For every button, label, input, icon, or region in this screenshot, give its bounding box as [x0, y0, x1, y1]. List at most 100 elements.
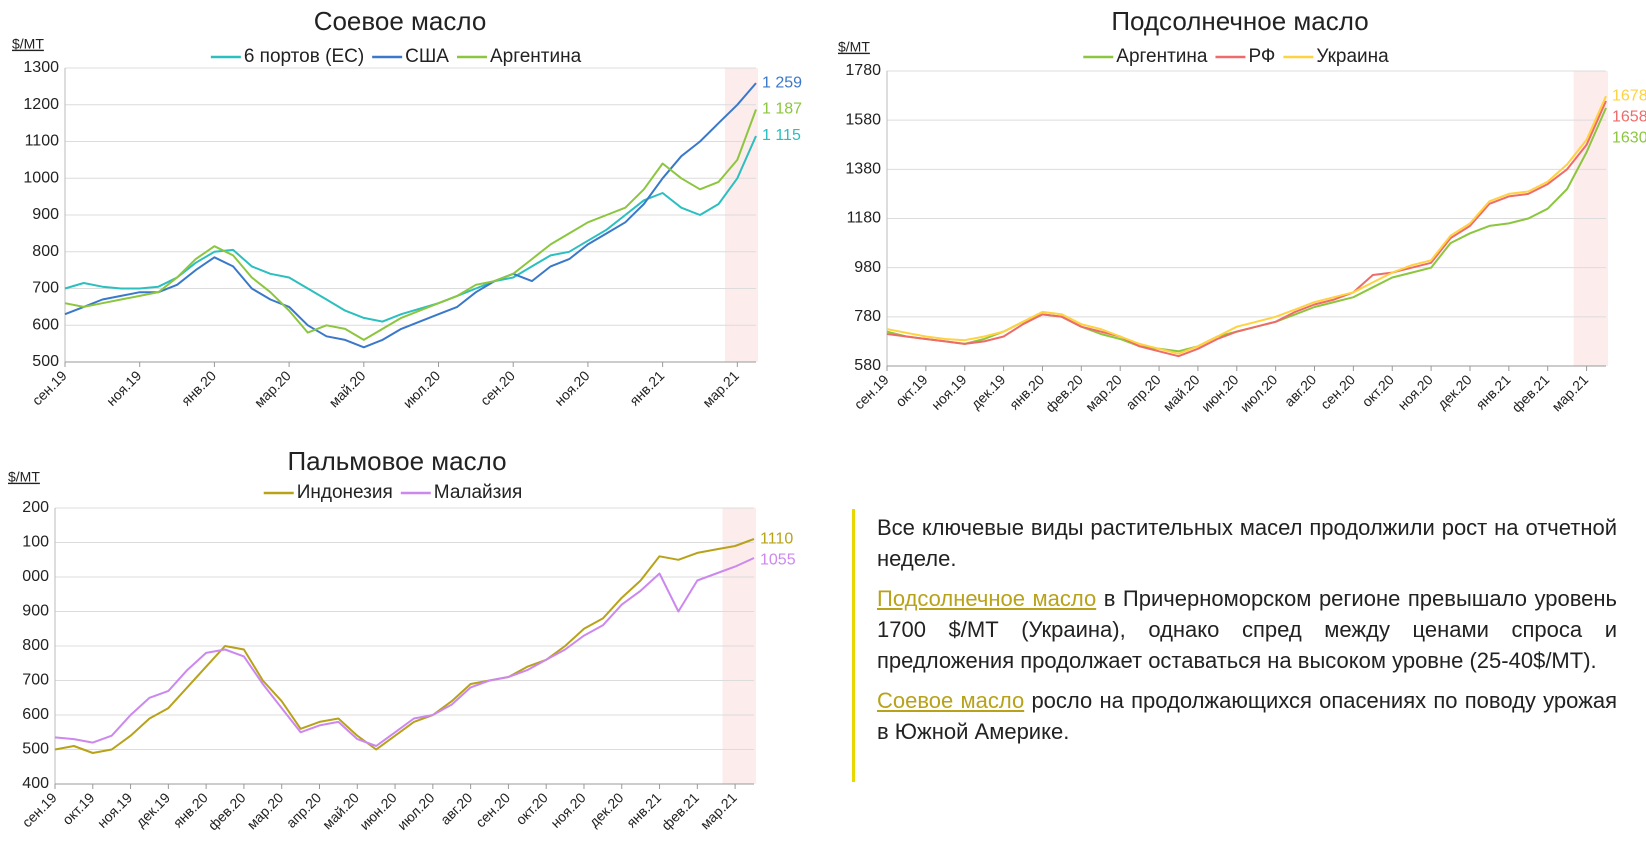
- unit-label: $/МТ: [838, 39, 870, 55]
- y-tick-label: 580: [854, 357, 881, 374]
- y-tick-label: 800: [32, 243, 59, 260]
- y-tick-label: 1300: [23, 59, 59, 76]
- x-tick-label: дек.19: [968, 371, 1009, 412]
- legend-label: РФ: [1248, 46, 1275, 67]
- unit-label: $/МТ: [12, 36, 44, 52]
- chart-title: Соевое масло: [314, 6, 487, 36]
- x-tick-label: ноя.19: [928, 371, 970, 413]
- legend-label: Индонезия: [297, 482, 393, 503]
- x-tick-label: фев.21: [1508, 371, 1552, 415]
- x-tick-label: янв.20: [170, 789, 211, 830]
- x-tick-label: май.20: [326, 367, 369, 410]
- x-tick-label: ноя.20: [547, 789, 589, 831]
- y-tick-label: 1180: [847, 210, 882, 227]
- term: Соевое масло: [877, 688, 1025, 713]
- x-tick-label: апр.20: [1122, 371, 1164, 413]
- legend-label: США: [405, 46, 449, 67]
- x-tick-label: ноя.20: [1394, 371, 1436, 413]
- y-tick-label: 1200: [23, 96, 59, 113]
- x-tick-label: июн.20: [1198, 371, 1242, 415]
- x-tick-label: мар.20: [244, 789, 287, 832]
- x-tick-label: фев.20: [205, 789, 249, 833]
- x-tick-label: фев.21: [658, 789, 702, 833]
- y-tick-label: 700: [22, 672, 49, 689]
- y-tick-label: 200: [22, 499, 49, 516]
- legend-label: Аргентина: [1116, 46, 1208, 67]
- x-tick-label: май.20: [1160, 371, 1203, 414]
- x-tick-label: мар.21: [1548, 371, 1591, 414]
- y-tick-label: 980: [854, 259, 881, 276]
- x-tick-label: янв.21: [1472, 371, 1513, 412]
- paragraph-text: в Причерноморском регионе превышало уров…: [877, 586, 1617, 673]
- y-tick-label: 400: [22, 775, 49, 792]
- end-value-label: 1 187: [762, 101, 802, 118]
- commentary: Все ключевые виды растительных масел про…: [877, 512, 1617, 756]
- y-tick-label: 900: [22, 603, 49, 620]
- chart-title: Пальмовое масло: [287, 446, 506, 476]
- series-line: [886, 107, 1607, 353]
- end-value-label: 1 115: [762, 127, 801, 144]
- x-tick-label: ноя.20: [551, 367, 593, 409]
- y-tick-label: 600: [32, 316, 59, 333]
- x-tick-label: июл.20: [400, 367, 444, 411]
- end-value-label: 1678: [1612, 87, 1646, 104]
- y-tick-label: 1780: [845, 62, 881, 79]
- end-value-label: 1110: [760, 530, 793, 547]
- x-tick-label: янв.20: [1006, 371, 1047, 412]
- accent-bar: [852, 509, 855, 782]
- x-tick-label: май.20: [319, 789, 362, 832]
- x-tick-label: ноя.19: [103, 367, 145, 409]
- x-tick-label: янв.21: [623, 789, 664, 830]
- y-tick-label: 600: [22, 706, 49, 723]
- series-line: [54, 538, 755, 754]
- legend-label: 6 портов (ЕС): [244, 46, 364, 67]
- x-tick-label: сен.19: [19, 789, 60, 830]
- end-value-label: 1630: [1612, 129, 1646, 146]
- y-tick-label: 1580: [845, 111, 881, 128]
- legend-label: Аргентина: [490, 46, 582, 67]
- chart-title: Подсолнечное масло: [1111, 6, 1368, 36]
- x-tick-label: ноя.19: [94, 789, 136, 831]
- y-tick-label: 500: [22, 741, 49, 758]
- paragraph: Подсолнечное масло в Причерноморском рег…: [877, 583, 1617, 676]
- end-value-label: 1658: [1612, 108, 1646, 125]
- series-line: [886, 100, 1607, 358]
- y-tick-label: 800: [22, 637, 49, 654]
- x-tick-label: янв.20: [178, 367, 219, 408]
- x-tick-label: сен.19: [29, 367, 70, 408]
- x-tick-label: окт.19: [59, 789, 98, 828]
- legend-label: Малайзия: [434, 482, 523, 503]
- x-tick-label: дек.20: [586, 789, 627, 830]
- x-tick-label: авг.20: [437, 789, 475, 827]
- y-tick-label: 000: [22, 568, 49, 585]
- y-tick-label: 1380: [845, 161, 881, 178]
- end-value-label: 1055: [760, 551, 796, 568]
- x-tick-label: апр.20: [283, 789, 325, 831]
- x-tick-label: мар.21: [699, 367, 742, 410]
- paragraph-text: росло на продолжающихся опасениях по пов…: [877, 688, 1617, 744]
- x-tick-label: дек.19: [132, 789, 173, 830]
- series-line: [64, 135, 757, 323]
- x-tick-label: сен.20: [472, 789, 513, 830]
- x-tick-label: окт.20: [512, 789, 551, 828]
- x-tick-label: мар.20: [1082, 371, 1125, 414]
- x-tick-label: сен.19: [851, 371, 892, 412]
- x-tick-label: июл.20: [394, 789, 438, 833]
- x-tick-label: янв.21: [626, 367, 667, 408]
- series-line: [886, 95, 1607, 355]
- x-tick-label: мар.20: [251, 367, 294, 410]
- x-tick-label: июл.20: [1237, 371, 1281, 415]
- y-tick-label: 1000: [23, 169, 59, 186]
- y-tick-label: 700: [32, 280, 59, 297]
- y-tick-label: 1100: [25, 133, 60, 150]
- series-line: [64, 82, 757, 349]
- legend: Индонезия Малайзия: [263, 482, 523, 503]
- x-tick-label: мар.21: [697, 789, 740, 832]
- x-tick-label: сен.20: [1317, 371, 1358, 412]
- series-line: [64, 109, 757, 341]
- unit-label: $/МТ: [8, 469, 40, 485]
- x-tick-label: дек.20: [1434, 371, 1475, 412]
- y-tick-label: 780: [854, 308, 881, 325]
- y-tick-label: 500: [32, 353, 59, 370]
